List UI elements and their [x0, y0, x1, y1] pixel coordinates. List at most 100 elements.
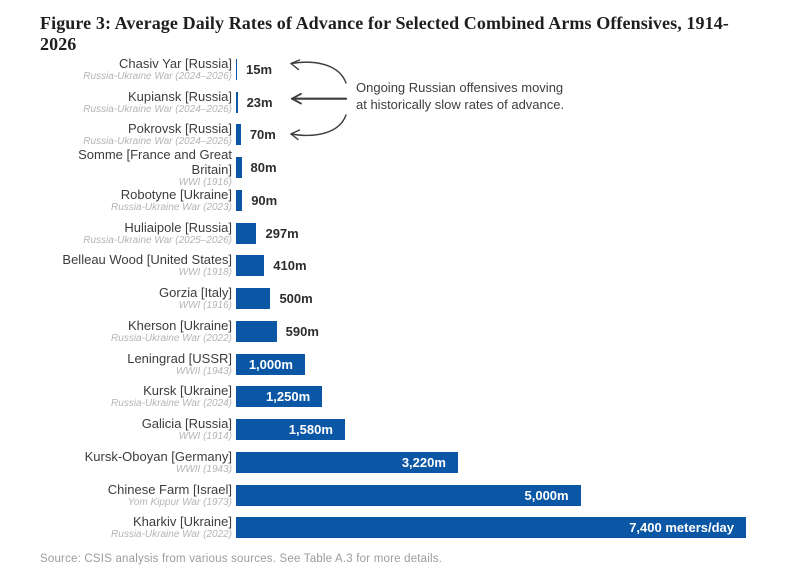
- chart-row: Chinese Farm [Israel] Yom Kippur War (19…: [40, 479, 751, 512]
- value-label: 1,000m: [248, 356, 293, 372]
- offensive-label: Galicia [Russia]: [141, 416, 232, 432]
- bar: [236, 288, 271, 310]
- bar: [236, 124, 241, 146]
- row-labels: Robotyne [Ukraine] Russia-Ukraine War (2…: [40, 187, 232, 214]
- offensive-label: Kupiansk [Russia]: [127, 88, 232, 104]
- bar-area: 1,580m: [236, 419, 751, 441]
- value-label: 3,220m: [401, 454, 446, 470]
- curved-arrow-bottom: [290, 114, 347, 141]
- offensive-label: Robotyne [Ukraine]: [120, 186, 232, 202]
- chart-row: Chasiv Yar [Russia] Russia-Ukraine War (…: [40, 53, 751, 86]
- war-sublabel: Russia-Ukraine War (2022): [111, 332, 232, 344]
- bar: [236, 451, 458, 473]
- bar-area: 15m: [236, 58, 751, 80]
- bar-area: 7,400 meters/day: [236, 517, 751, 539]
- row-labels: Kherson [Ukraine] Russia-Ukraine War (20…: [40, 318, 232, 345]
- chart-row: Galicia [Russia] WWI (1914) 1,580m: [40, 413, 751, 446]
- bar: [236, 91, 238, 113]
- bar-area: 1,000m: [236, 353, 751, 375]
- war-sublabel: WWI (1916): [178, 300, 232, 312]
- row-labels: Gorzia [Italy] WWI (1916): [40, 285, 232, 312]
- annotation-line-2: at historically slow rates of advance.: [356, 96, 565, 112]
- chart-row: Kupiansk [Russia] Russia-Ukraine War (20…: [40, 86, 751, 119]
- war-sublabel: Yom Kippur War (1973): [127, 496, 232, 508]
- bar: [236, 386, 323, 408]
- bar: [236, 320, 277, 342]
- bar: [236, 58, 238, 80]
- row-labels: Belleau Wood [United States] WWI (1918): [40, 252, 232, 279]
- row-labels: Pokrovsk [Russia] Russia-Ukraine War (20…: [40, 121, 232, 148]
- row-labels: Chinese Farm [Israel] Yom Kippur War (19…: [40, 482, 232, 509]
- offensive-label: Pokrovsk [Russia]: [127, 121, 232, 137]
- offensive-label: Huliaipole [Russia]: [124, 219, 232, 235]
- bar: [236, 189, 243, 211]
- war-sublabel: Russia-Ukraine War (2025–2026): [83, 234, 232, 246]
- offensive-label: Kharkiv [Ukraine]: [133, 514, 232, 530]
- war-sublabel: WWII (1943): [175, 365, 232, 377]
- war-sublabel: WWI (1916): [178, 176, 232, 188]
- row-labels: Leningrad [USSR] WWII (1943): [40, 351, 232, 378]
- offensive-label: Chasiv Yar [Russia]: [119, 55, 232, 71]
- annotation-arrows: [290, 59, 348, 141]
- row-labels: Huliaipole [Russia] Russia-Ukraine War (…: [40, 220, 232, 247]
- war-sublabel: WWI (1914): [178, 431, 232, 443]
- straight-arrow-middle: [290, 92, 348, 105]
- war-sublabel: WWI (1918): [178, 267, 232, 279]
- offensive-label: Chinese Farm [Israel]: [107, 481, 232, 497]
- bar: [236, 419, 345, 441]
- bar-area: 3,220m: [236, 451, 751, 473]
- bar-area: 5,000m: [236, 484, 751, 506]
- bar-area: 500m: [236, 288, 751, 310]
- value-label: 23m: [246, 94, 273, 110]
- chart-row: Somme [France and Great Britain] WWI (19…: [40, 147, 751, 188]
- chart-row: Robotyne [Ukraine] Russia-Ukraine War (2…: [40, 184, 751, 217]
- offensive-label: Kherson [Ukraine]: [127, 317, 232, 333]
- war-sublabel: Russia-Ukraine War (2024–2026): [83, 103, 232, 115]
- bar-area: 70m: [236, 124, 751, 146]
- row-labels: Somme [France and Great Britain] WWI (19…: [40, 147, 232, 189]
- chart-rows: Chasiv Yar [Russia] Russia-Ukraine War (…: [40, 53, 751, 544]
- war-sublabel: Russia-Ukraine War (2024–2026): [83, 136, 232, 148]
- row-labels: Kursk [Ukraine] Russia-Ukraine War (2024…: [40, 383, 232, 410]
- war-sublabel: Russia-Ukraine War (2024): [111, 398, 232, 410]
- war-sublabel: WWII (1943): [175, 463, 232, 475]
- war-sublabel: Russia-Ukraine War (2024–2026): [83, 70, 232, 82]
- row-labels: Galicia [Russia] WWI (1914): [40, 416, 232, 443]
- value-label: 410m: [273, 258, 307, 274]
- chart-row: Kursk-Oboyan [Germany] WWII (1943) 3,220…: [40, 446, 751, 479]
- bar: [236, 484, 581, 506]
- chart-row: Kherson [Ukraine] Russia-Ukraine War (20…: [40, 315, 751, 348]
- bar-area: 297m: [236, 222, 751, 244]
- offensive-label: Gorzia [Italy]: [159, 285, 232, 301]
- bar: [236, 255, 265, 277]
- offensive-label: Somme [France and Great Britain]: [78, 146, 232, 177]
- bar-chart: Chasiv Yar [Russia] Russia-Ukraine War (…: [40, 53, 751, 545]
- bar: [236, 157, 242, 179]
- bar-area: 590m: [236, 320, 751, 342]
- value-label: 5,000m: [524, 487, 569, 503]
- value-label: 80m: [250, 160, 277, 176]
- bar: [236, 222, 257, 244]
- value-label: 1,250m: [266, 389, 311, 405]
- value-label: 7,400 meters/day: [629, 520, 734, 536]
- value-label: 500m: [279, 291, 313, 307]
- value-label: 590m: [285, 323, 319, 339]
- annotation-line-1: Ongoing Russian offensives moving: [356, 80, 564, 95]
- row-labels: Chasiv Yar [Russia] Russia-Ukraine War (…: [40, 56, 232, 83]
- value-label: 70m: [249, 127, 276, 143]
- value-label: 90m: [251, 192, 278, 208]
- bar: [236, 517, 746, 539]
- bar-area: 1,250m: [236, 386, 751, 408]
- figure-title: Figure 3: Average Daily Rates of Advance…: [40, 13, 729, 54]
- offensive-label: Kursk-Oboyan [Germany]: [84, 448, 232, 464]
- chart-row: Belleau Wood [United States] WWI (1918) …: [40, 250, 751, 283]
- bar-area: 410m: [236, 255, 751, 277]
- war-sublabel: Russia-Ukraine War (2022): [111, 529, 232, 541]
- bar-area: 23m: [236, 91, 751, 113]
- chart-row: Leningrad [USSR] WWII (1943) 1,000m: [40, 348, 751, 381]
- annotation-text: Ongoing Russian offensives moving at his…: [356, 80, 616, 113]
- row-labels: Kupiansk [Russia] Russia-Ukraine War (20…: [40, 89, 232, 116]
- value-label: 1,580m: [288, 422, 333, 438]
- war-sublabel: Russia-Ukraine War (2023): [111, 201, 232, 213]
